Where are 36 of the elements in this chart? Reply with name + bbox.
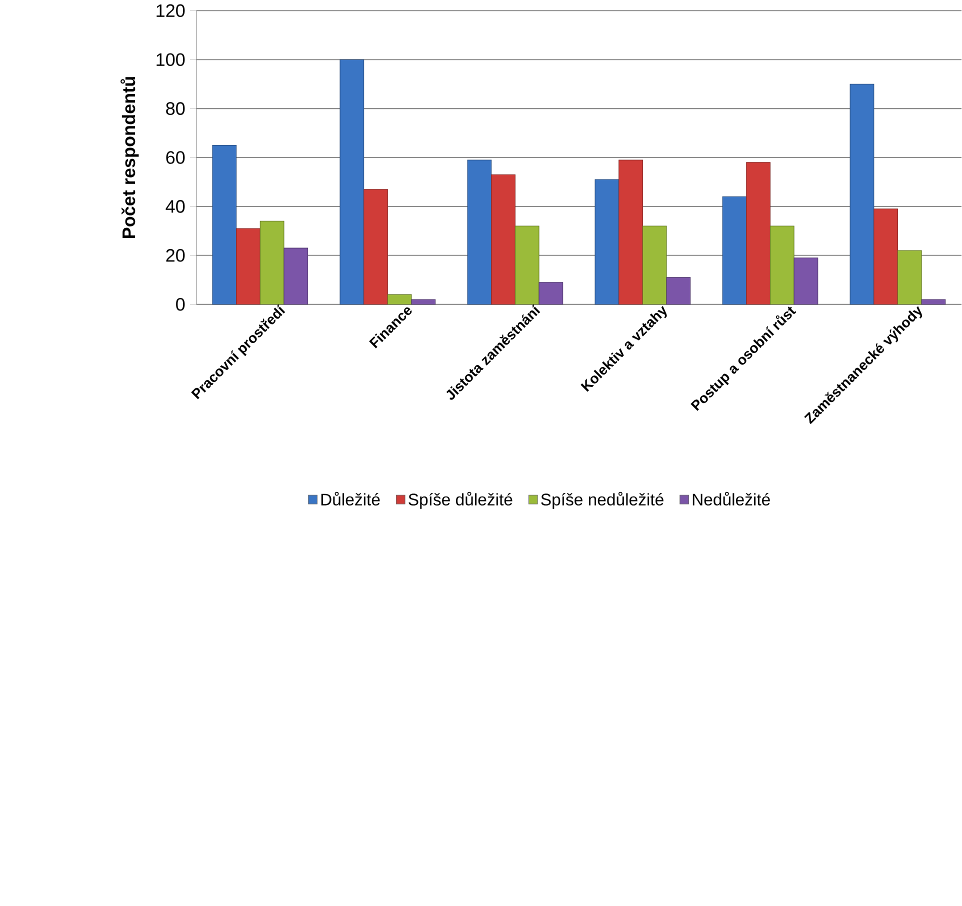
bar — [538, 282, 564, 304]
y-tick-label: 0 — [176, 298, 185, 311]
bar — [921, 299, 946, 304]
bar — [850, 84, 874, 304]
bar — [236, 228, 260, 304]
bar — [746, 162, 770, 304]
y-axis-title: Počet respondentů — [120, 76, 139, 238]
y-tick-label: 20 — [166, 248, 185, 262]
bar — [897, 250, 922, 304]
y-tick-label: 120 — [156, 4, 185, 17]
y-tick-label: 100 — [156, 53, 185, 66]
bar — [340, 59, 364, 304]
bar — [467, 160, 492, 304]
bar — [260, 220, 284, 304]
legend-label: Spíše důležité — [408, 492, 512, 509]
bar — [364, 188, 388, 304]
bar — [642, 226, 667, 304]
legend-label: Důležité — [321, 492, 380, 506]
bar — [770, 226, 794, 304]
bar — [491, 174, 516, 304]
bar — [794, 257, 818, 304]
bar — [514, 226, 540, 304]
bar — [666, 276, 691, 304]
y-tick-label: 80 — [166, 102, 185, 115]
bar — [387, 294, 412, 304]
y-tick-label: 60 — [166, 150, 185, 164]
y-tick-label: 40 — [166, 200, 185, 213]
legend-label: Nedůležité — [692, 492, 770, 506]
bar — [722, 196, 747, 304]
bar — [594, 179, 620, 304]
bar — [411, 299, 436, 304]
bar — [212, 144, 237, 304]
bar — [618, 160, 643, 304]
legend-label: Spíše nedůležité — [541, 492, 664, 509]
bar — [874, 208, 898, 304]
bar — [284, 248, 308, 304]
